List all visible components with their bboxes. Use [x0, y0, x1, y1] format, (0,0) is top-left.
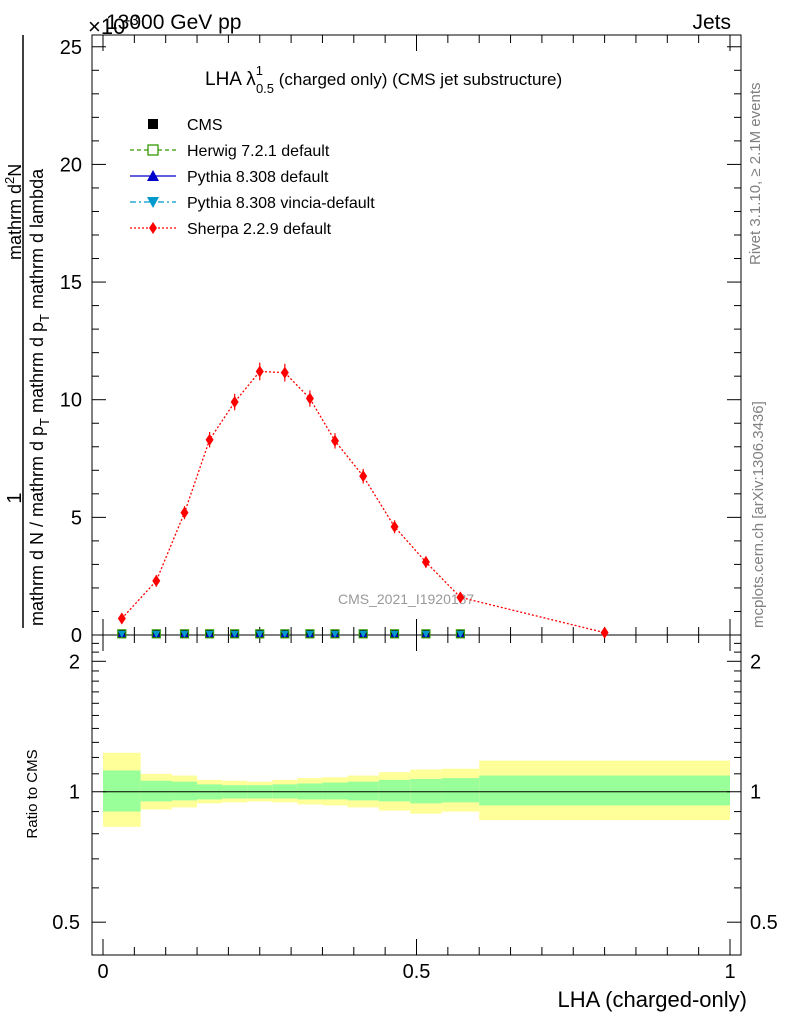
x-tick-label: 0	[97, 961, 108, 983]
pythia-vincia-point	[390, 630, 399, 638]
header-process: Jets	[692, 11, 731, 34]
y-tick-label: 0	[71, 625, 82, 647]
sherpa-line	[121, 370, 605, 634]
analysis-watermark: CMS_2021_I1920187	[338, 591, 474, 607]
ratio-inner-band	[479, 775, 730, 806]
y-tick-label: 15	[60, 272, 82, 294]
pythia-vincia-point	[180, 630, 189, 638]
sherpa-point	[280, 366, 289, 379]
series-layer	[117, 362, 609, 639]
ratio-inner-band	[322, 782, 348, 800]
y-tick-label: 20	[60, 154, 82, 176]
pythia-vincia-point	[230, 630, 239, 638]
pythia-vincia-point	[117, 630, 126, 638]
y-tick-label: 25	[60, 37, 82, 59]
pythia-vincia-point	[152, 630, 161, 638]
rivet-version-label: Rivet 3.1.10, ≥ 2.1M events	[747, 83, 764, 266]
sherpa-point	[117, 612, 126, 625]
sherpa-point	[390, 520, 399, 533]
sherpa-point	[330, 434, 339, 447]
y-tick-label: 5	[71, 507, 82, 529]
pythia-vincia-point	[205, 630, 214, 638]
legend-label-cms: CMS	[187, 117, 223, 134]
sherpa-point	[305, 392, 314, 405]
pythia-vincia-point	[255, 630, 264, 638]
pythia-vincia-point	[330, 630, 339, 638]
sherpa-point	[230, 396, 239, 409]
legend-cms-marker	[148, 119, 158, 129]
pythia-vincia-point	[359, 630, 368, 638]
legend-sherpa-marker	[149, 222, 157, 234]
legend-pythia-marker	[147, 170, 159, 181]
legend: CMS Herwig 7.2.1 default Pythia 8.308 de…	[130, 117, 375, 238]
header-energy: 13000 GeV pp	[106, 11, 241, 34]
legend-icons	[130, 119, 176, 234]
legend-label-herwig: Herwig 7.2.1 default	[187, 143, 330, 160]
sherpa-point	[180, 506, 189, 519]
y-label-numerator-one: 1	[4, 492, 26, 503]
ratio-inner-band	[378, 779, 411, 802]
ratio-y-tick-label: 0.5	[52, 912, 80, 934]
ratio-inner-band	[347, 781, 379, 801]
ratio-y-tick-label-right: 1	[750, 782, 761, 804]
sherpa-point	[255, 365, 264, 378]
ratio-inner-band	[410, 779, 442, 804]
main-y-tick-labels: 0 5 10 15 20 25	[60, 37, 82, 647]
sherpa-point	[205, 433, 214, 446]
sherpa-point	[421, 556, 430, 569]
pythia-vincia-point	[421, 630, 430, 638]
pythia-vincia-point	[305, 630, 314, 638]
legend-pythia-vincia-marker	[147, 197, 159, 208]
legend-label-pythia: Pythia 8.308 default	[187, 169, 329, 186]
ratio-y-tick-label: 2	[69, 651, 80, 673]
mcplots-label: mcplots.cern.ch [arXiv:1306.3436]	[750, 401, 767, 628]
x-tick-label: 0.5	[403, 961, 431, 983]
y-label-denominator: mathrm d N / mathrm d pT mathrm d pT mat…	[27, 168, 52, 626]
plot-title: LHA λ1 0.5 (charged only) (CMS jet substr…	[205, 63, 562, 96]
ratio-y-axis-label: Ratio to CMS	[24, 749, 41, 838]
sherpa-point	[359, 470, 368, 483]
legend-label-pythia-vincia: Pythia 8.308 vincia-default	[187, 195, 375, 212]
ratio-bands	[103, 752, 730, 827]
ratio-inner-band	[140, 780, 172, 802]
ratio-inner-band	[103, 770, 141, 812]
ratio-inner-band	[441, 778, 480, 803]
ratio-y-tick-label: 1	[69, 782, 80, 804]
legend-label-sherpa: Sherpa 2.2.9 default	[187, 221, 332, 238]
ratio-y-tick-label-right: 2	[750, 651, 761, 673]
y-tick-label: 10	[60, 390, 82, 412]
y-label-inner-numerator: mathrm d2N	[2, 164, 25, 260]
x-tick-labels: 0 0.5 1	[97, 961, 735, 983]
ratio-axis-ticks	[92, 635, 741, 955]
sherpa-point	[456, 591, 465, 604]
ratio-y-tick-labels: 0.5 1 2 0.5 1 2	[52, 651, 778, 934]
sherpa-point	[152, 574, 161, 587]
ratio-y-tick-label-right: 0.5	[750, 912, 778, 934]
pythia-vincia-point	[280, 630, 289, 638]
x-axis-label: LHA (charged-only)	[557, 987, 747, 1012]
x-tick-label: 1	[724, 961, 735, 983]
sherpa-point	[600, 626, 609, 639]
main-y-axis-label: 1 mathrm d N / mathrm d pT mathrm d pT m…	[2, 35, 52, 628]
ratio-inner-band	[171, 781, 198, 801]
pythia-vincia-point	[456, 630, 465, 638]
legend-herwig-marker	[147, 144, 159, 156]
